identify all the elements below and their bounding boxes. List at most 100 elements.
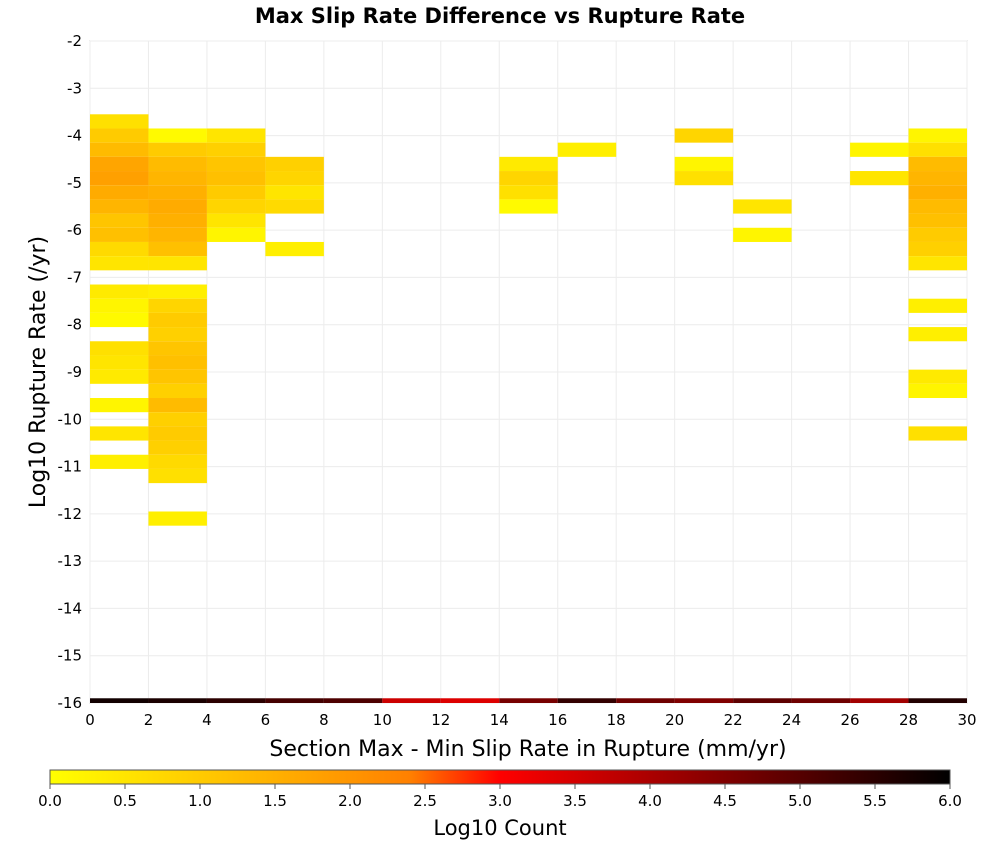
y-tick-label: -15 [58,647,83,665]
heatmap-cell [206,185,266,200]
heatmap-cell [90,256,149,271]
heatmap-cell [90,199,149,214]
heatmap-cell-bottom-row [206,698,266,703]
heatmap-cell [206,128,266,143]
x-tick-label: 14 [490,711,509,729]
heatmap-cell [850,142,909,157]
heatmap-cell [908,241,967,257]
y-tick-label: -12 [58,505,83,523]
y-tick-label: -9 [67,363,82,381]
y-tick-label: -7 [67,268,82,286]
heatmap-cell [908,327,967,342]
heatmap-cell [148,298,207,313]
heatmap-cell [206,213,266,228]
heatmap-cell [148,171,207,186]
x-tick-label: 26 [841,711,860,729]
colorbar-tick-label: 5.0 [788,792,812,810]
heatmap-cell [148,468,207,484]
heatmap-cell-bottom-row [733,698,792,703]
heatmap-cell [148,440,207,455]
colorbar-tick-label: 4.0 [638,792,662,810]
heatmap-cell [148,426,207,441]
heatmap-cell [148,156,207,172]
heatmap-cell-bottom-row [499,698,558,703]
heatmap-cell [674,171,734,186]
y-tick-label: -16 [58,694,83,712]
heatmap-cell [908,256,967,271]
x-tick-label: 12 [431,711,450,729]
heatmap-cell [90,227,149,242]
heatmap-cell [148,185,207,200]
x-tick-labels: 0 2 4 6 8 10 12 14 16 18 20 22 24 26 28 30 [85,711,976,729]
colorbar-tick-label: 2.5 [413,792,437,810]
heatmap-cell-bottom-row [148,698,207,703]
heatmap-cell [90,369,149,384]
y-tick-label: -6 [67,221,82,239]
heatmap-cell [148,199,207,214]
y-tick-label: -2 [67,32,82,50]
heatmap-cell [499,171,558,186]
heatmap-cell [90,171,149,186]
heatmap-cell [90,284,149,299]
colorbar-tick-label: 4.5 [713,792,737,810]
colorbar-tick-label: 0.0 [38,792,62,810]
heatmap-cell [908,369,967,384]
heatmap-cell [206,142,266,157]
heatmap-cell [90,213,149,228]
x-tick-label: 8 [319,711,329,729]
heatmap-cell-bottom-row [791,698,851,703]
heatmap-cell [850,171,909,186]
heatmap-cell [206,156,266,172]
heatmap-cell [908,199,967,214]
heatmap-cell [148,241,207,257]
heatmap-cell-bottom-row [674,698,734,703]
heatmap-cell [908,426,967,441]
heatmap-cell-bottom-row [908,698,967,703]
heatmap-cell [908,185,967,200]
x-tick-label: 4 [202,711,212,729]
heatmap-cell [674,156,734,172]
heatmap-cell [908,383,967,399]
x-tick-label: 2 [144,711,154,729]
y-tick-label: -10 [58,410,83,428]
heatmap-cell [148,142,207,157]
colorbar-tick-label: 3.5 [563,792,587,810]
heatmap-cell [265,171,324,186]
x-tick-label: 18 [607,711,626,729]
heatmap-cell [148,284,207,299]
heatmap-cell [206,199,266,214]
x-tick-label: 6 [261,711,271,729]
heatmap-cell [148,412,207,427]
heatmap-cell [733,199,792,214]
heatmap-cell [148,369,207,384]
colorbar-tick-label: 1.0 [188,792,212,810]
colorbar-tick-label: 0.5 [113,792,137,810]
heatmap-cell-bottom-row [323,698,383,703]
heatmap-cell [90,128,149,143]
heatmap-cell [90,142,149,157]
heatmap-cell [90,241,149,257]
x-tick-label: 24 [782,711,801,729]
colorbar-tick-labels: 0.0 0.5 1.0 1.5 2.0 2.5 3.0 3.5 4.0 4.5 5.0 5.5 6.0 [38,784,962,810]
heatmap-cell-bottom-row [850,698,909,703]
heatmap-cell [148,312,207,328]
heatmap-cell [206,227,266,242]
heatmap-cell [148,256,207,271]
heatmap-cell [90,426,149,441]
heatmap-cell [90,156,149,172]
colorbar-label: Log10 Count [433,816,566,840]
heatmap-cell [499,185,558,200]
heatmap-cell [90,398,149,413]
heatmap-cell [908,213,967,228]
colorbar-tick-label: 6.0 [938,792,962,810]
heatmap-cell [908,142,967,157]
heatmap-cell [499,199,558,214]
x-axis-label: Section Max - Min Slip Rate in Rupture (… [269,737,786,762]
heatmap-cell [674,128,734,143]
heatmap-cell [148,128,207,143]
x-tick-label: 16 [548,711,567,729]
heatmap-cell-bottom-row [90,698,149,703]
heatmap-cell [206,171,266,186]
heatmap-cell [499,156,558,172]
heatmap-cell [908,171,967,186]
